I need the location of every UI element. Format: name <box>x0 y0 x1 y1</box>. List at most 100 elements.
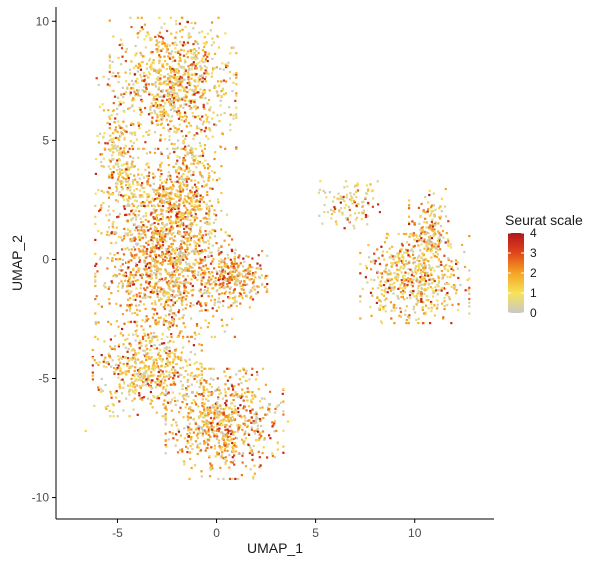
data-point <box>248 306 251 309</box>
data-point <box>220 94 223 97</box>
data-point <box>166 43 169 46</box>
data-point <box>187 144 190 148</box>
data-point <box>435 289 438 292</box>
data-point <box>116 107 119 110</box>
data-point <box>231 249 234 253</box>
data-point <box>190 278 193 281</box>
data-point <box>147 274 150 277</box>
data-point <box>111 154 114 157</box>
data-point <box>191 208 194 211</box>
data-point <box>161 42 164 45</box>
data-point <box>165 370 168 373</box>
data-point <box>193 85 196 88</box>
data-point <box>163 347 166 350</box>
data-point <box>142 361 145 364</box>
data-point <box>244 273 247 276</box>
data-point <box>164 44 167 48</box>
data-point <box>220 454 223 457</box>
data-point <box>195 67 198 70</box>
data-point <box>192 170 195 174</box>
data-point <box>124 356 127 359</box>
data-point <box>208 276 211 279</box>
data-point <box>183 283 186 286</box>
data-point <box>178 60 181 63</box>
data-point <box>178 177 181 180</box>
data-point <box>128 195 131 198</box>
data-point <box>232 73 235 76</box>
data-point <box>147 367 150 370</box>
data-point <box>253 273 256 276</box>
data-point <box>206 287 210 290</box>
data-point <box>195 73 198 76</box>
data-point <box>204 51 207 54</box>
data-point <box>200 411 203 415</box>
data-point <box>150 374 153 377</box>
data-point <box>160 173 163 176</box>
data-point <box>379 280 382 283</box>
data-point <box>139 397 142 400</box>
data-point <box>391 286 394 289</box>
data-point <box>218 293 221 296</box>
data-point <box>165 178 169 181</box>
data-point <box>136 181 139 184</box>
data-point <box>144 296 147 300</box>
data-point <box>440 263 443 266</box>
data-point <box>176 155 179 158</box>
data-point <box>159 178 162 181</box>
data-point <box>189 197 192 200</box>
data-point <box>189 228 192 231</box>
data-point <box>414 239 417 242</box>
data-point <box>180 76 184 79</box>
data-point <box>117 165 120 168</box>
data-point <box>153 109 156 112</box>
data-point <box>118 383 121 386</box>
data-point <box>190 191 193 194</box>
data-point <box>187 75 190 78</box>
data-point <box>210 335 213 338</box>
data-point <box>112 209 115 212</box>
data-point <box>157 286 160 289</box>
data-point <box>413 295 416 298</box>
data-point <box>222 437 225 440</box>
data-point <box>185 120 188 123</box>
data-point <box>189 444 192 448</box>
data-point <box>133 189 136 192</box>
data-point <box>210 446 213 449</box>
data-point <box>249 450 252 453</box>
data-point <box>146 204 150 207</box>
data-point <box>109 356 112 359</box>
data-point <box>159 175 162 178</box>
data-point <box>221 451 224 454</box>
data-point <box>159 83 162 86</box>
data-point <box>168 325 172 328</box>
data-point <box>159 357 162 360</box>
data-point <box>108 66 111 69</box>
data-point <box>121 269 124 272</box>
data-point <box>186 175 189 178</box>
data-point <box>169 102 172 105</box>
data-point <box>109 168 112 171</box>
data-point <box>233 255 236 258</box>
data-point <box>145 152 148 155</box>
data-point <box>213 67 216 70</box>
data-point <box>159 163 162 166</box>
data-point <box>110 365 113 368</box>
data-point <box>415 235 418 238</box>
data-point <box>249 297 252 300</box>
data-point <box>182 376 185 379</box>
data-point <box>112 131 115 135</box>
data-point <box>122 155 125 158</box>
data-point <box>198 332 201 335</box>
data-point <box>130 218 133 221</box>
data-point <box>96 134 99 137</box>
data-point <box>168 402 172 405</box>
data-point <box>168 138 171 141</box>
data-point <box>159 297 162 300</box>
data-point <box>179 434 182 437</box>
data-point <box>152 211 155 214</box>
data-point <box>138 195 141 199</box>
data-point <box>181 383 184 387</box>
data-point <box>177 84 180 87</box>
data-point <box>132 109 135 112</box>
data-point <box>251 266 254 269</box>
